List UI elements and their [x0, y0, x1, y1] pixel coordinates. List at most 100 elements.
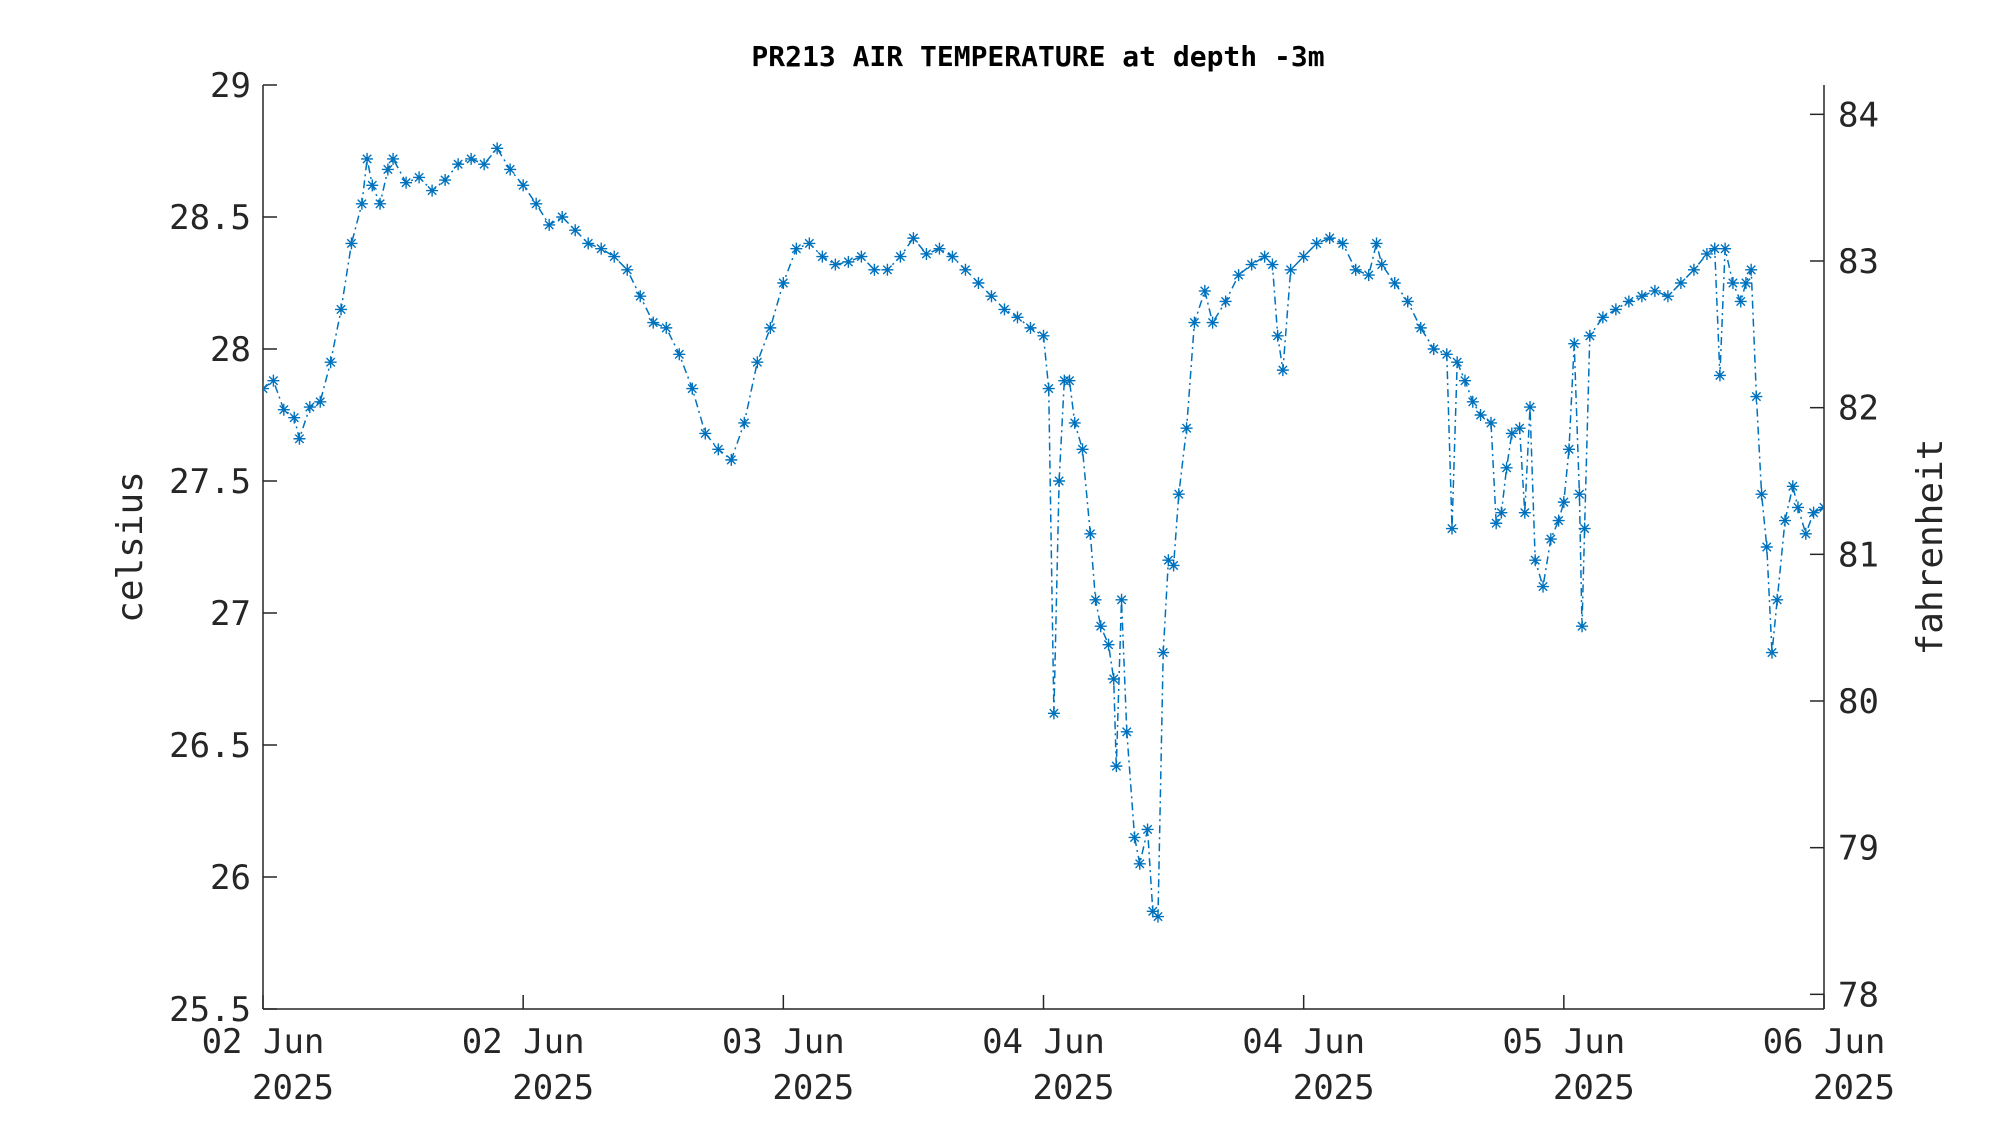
- data-point: [1310, 237, 1323, 250]
- data-point: [1414, 321, 1427, 334]
- y-tick-label: 29: [210, 66, 251, 106]
- data-point: [1141, 823, 1154, 836]
- data-point: [465, 152, 478, 165]
- data-point: [959, 263, 972, 276]
- data-point: [634, 290, 647, 303]
- data-point: [1513, 422, 1526, 435]
- data-point: [1128, 831, 1141, 844]
- data-point: [504, 163, 517, 176]
- y2-tick-label: 84: [1838, 95, 1879, 135]
- data-point: [1232, 269, 1245, 282]
- x-tick-label-year: 2025: [1813, 1068, 1895, 1108]
- data-point: [335, 303, 348, 316]
- y2-axis-label: fahrenheit: [1910, 439, 1951, 656]
- data-point: [556, 211, 569, 223]
- data-point: [1726, 277, 1739, 289]
- data-point: [1771, 593, 1784, 606]
- data-point: [751, 356, 764, 369]
- y-tick-label: 28: [210, 330, 251, 370]
- data-point: [530, 197, 543, 210]
- data-point: [1799, 527, 1812, 540]
- data-point: [293, 432, 306, 445]
- data-point: [842, 255, 855, 268]
- data-point: [1648, 284, 1661, 297]
- data-point: [1053, 475, 1066, 487]
- data-point: [1760, 541, 1773, 553]
- data-point: [1042, 382, 1055, 395]
- y2-tick-label: 83: [1838, 242, 1879, 282]
- data-point: [1537, 580, 1550, 593]
- data-point: [829, 258, 842, 271]
- data-point: [803, 237, 816, 250]
- data-point: [1245, 258, 1258, 271]
- data-point: [1076, 443, 1089, 456]
- data-point: [491, 142, 504, 155]
- data-point: [1011, 311, 1024, 324]
- x-tick-label: 04 Jun: [982, 1022, 1105, 1062]
- data-point: [608, 250, 621, 263]
- x-tick-label: 03 Jun: [722, 1022, 845, 1062]
- data-point: [1063, 374, 1076, 387]
- data-point: [1089, 593, 1102, 606]
- data-point: [1458, 374, 1471, 387]
- data-point: [647, 316, 660, 329]
- x-tick-label-year: 2025: [512, 1068, 594, 1108]
- y-tick-label: 26: [210, 858, 251, 898]
- data-point: [1388, 277, 1401, 289]
- data-point: [1102, 638, 1115, 651]
- data-point: [1206, 316, 1219, 329]
- data-point: [478, 158, 491, 171]
- data-point: [660, 321, 673, 334]
- data-point: [686, 382, 699, 395]
- data-point: [517, 179, 530, 192]
- data-point: [907, 232, 920, 245]
- y2-tick-label: 80: [1838, 682, 1879, 722]
- data-point: [1524, 401, 1537, 414]
- data-point: [1568, 337, 1581, 350]
- data-point: [738, 416, 751, 429]
- y-tick-label: 28.5: [169, 198, 251, 238]
- data-point: [1708, 242, 1721, 255]
- x-tick-label-year: 2025: [1293, 1068, 1375, 1108]
- y-tick-label: 27: [210, 594, 251, 634]
- data-point: [1284, 263, 1297, 276]
- y2-tick-label: 78: [1838, 975, 1879, 1015]
- data-point: [972, 277, 985, 289]
- data-point: [1084, 527, 1097, 540]
- data-point: [1401, 295, 1414, 308]
- data-point: [1484, 416, 1497, 429]
- data-point: [673, 348, 686, 361]
- data-point: [303, 401, 316, 414]
- data-point: [361, 152, 374, 165]
- data-point: [1563, 443, 1576, 456]
- data-point: [868, 263, 881, 276]
- x-tick-label: 04 Jun: [1242, 1022, 1365, 1062]
- data-point: [1024, 321, 1037, 334]
- data-point: [324, 356, 337, 369]
- data-point: [277, 403, 290, 416]
- data-point: [1490, 517, 1503, 530]
- data-point: [1557, 496, 1570, 509]
- data-point: [998, 303, 1011, 316]
- x-tick-label: 06 Jun: [1763, 1022, 1886, 1062]
- data-point: [1505, 427, 1518, 440]
- series-0: [263, 142, 1824, 923]
- data-point: [855, 250, 868, 263]
- data-point: [1807, 506, 1820, 519]
- y2-tick-label: 82: [1838, 389, 1879, 429]
- data-point: [920, 247, 933, 260]
- data-point: [1713, 369, 1726, 382]
- data-point: [1180, 422, 1193, 435]
- data-point: [1583, 329, 1596, 342]
- data-point: [1451, 356, 1464, 369]
- data-point: [1047, 707, 1060, 720]
- data-point: [1745, 263, 1758, 276]
- data-point: [1445, 522, 1458, 535]
- data-point: [452, 158, 465, 171]
- data-point: [1133, 857, 1146, 870]
- data-point: [374, 197, 387, 210]
- chart-title: PR213 AIR TEMPERATURE at depth -3m: [751, 40, 1324, 73]
- data-point: [543, 218, 556, 231]
